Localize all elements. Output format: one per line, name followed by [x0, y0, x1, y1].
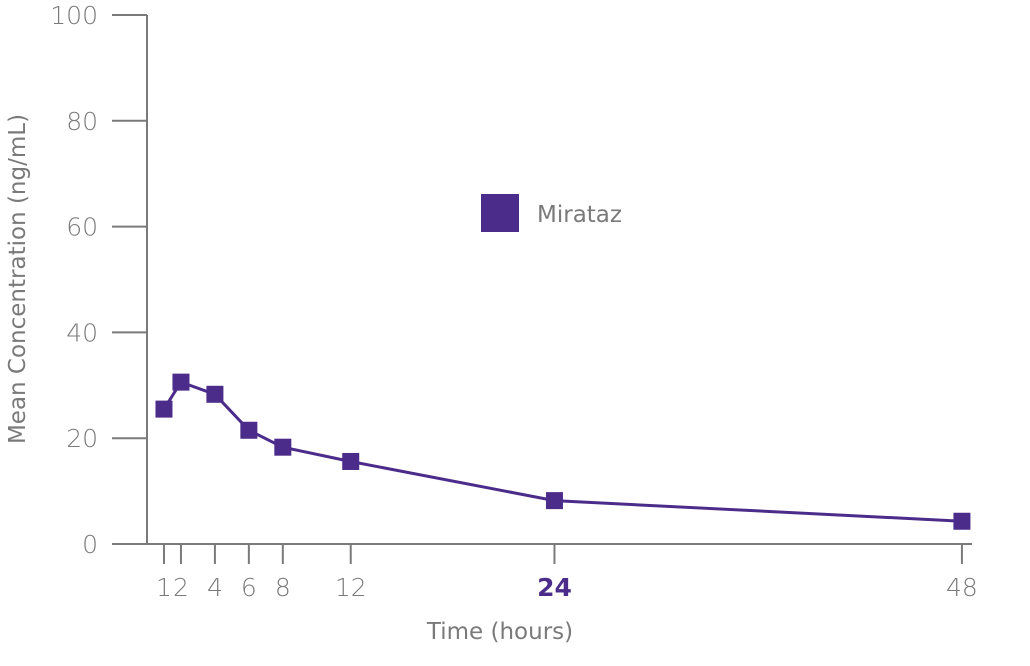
- data-point-marker: [953, 512, 971, 530]
- x-tick-label: 8: [275, 573, 291, 602]
- y-tick-label: 0: [82, 530, 98, 559]
- legend: Mirataz: [481, 194, 622, 232]
- data-point-marker: [206, 385, 224, 403]
- x-axis-title: Time (hours): [426, 619, 573, 645]
- y-ticks: 0 20 40 60 80 100: [50, 1, 147, 559]
- x-tick-label: 24: [537, 573, 572, 602]
- legend-swatch-mirataz: [481, 194, 519, 232]
- data-point-marker: [274, 438, 292, 456]
- data-point-marker: [545, 492, 563, 510]
- data-point-marker: [155, 400, 173, 418]
- x-tick-label: 12: [335, 573, 367, 602]
- x-tick-label: 1: [156, 573, 172, 602]
- axes: [112, 15, 972, 545]
- x-ticks: 1 2 4 6 8 12 24 48: [156, 544, 978, 602]
- y-axis-title: Mean Concentration (ng/mL): [5, 114, 31, 444]
- x-tick-label: 48: [946, 573, 978, 602]
- data-point-marker: [342, 452, 360, 470]
- x-tick-label: 4: [207, 573, 223, 602]
- y-tick-label: 100: [50, 1, 98, 30]
- y-tick-label: 40: [66, 318, 98, 347]
- x-tick-label: 2: [173, 573, 189, 602]
- x-tick-label: 6: [241, 573, 257, 602]
- legend-label-mirataz: Mirataz: [537, 202, 622, 228]
- y-tick-label: 80: [66, 107, 98, 136]
- series-layer: [155, 373, 971, 530]
- y-tick-label: 20: [66, 424, 98, 453]
- data-point-marker: [172, 373, 190, 391]
- data-point-marker: [240, 421, 258, 439]
- y-tick-label: 60: [66, 213, 98, 242]
